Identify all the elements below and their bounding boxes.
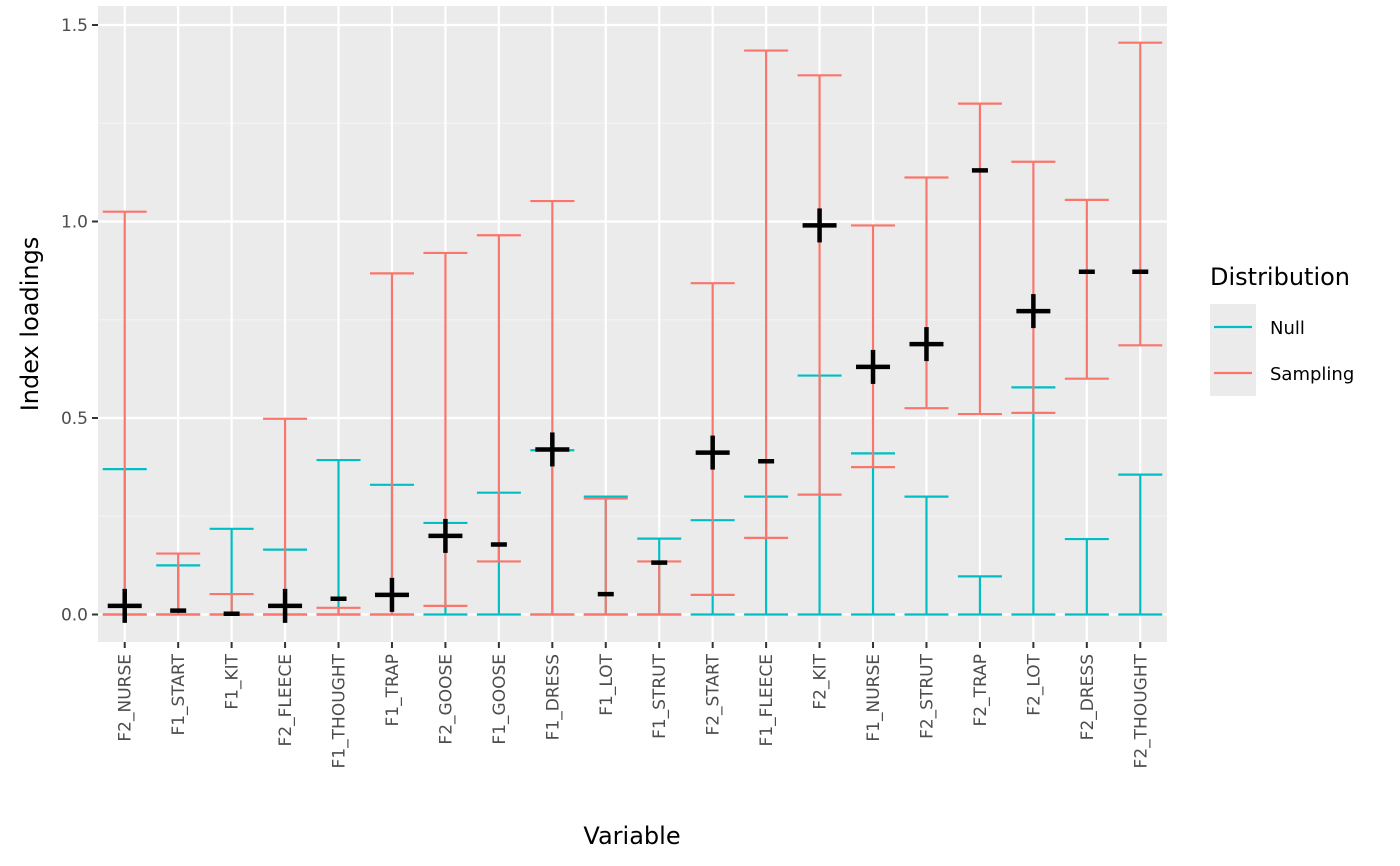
errorbar-sampling bbox=[797, 74, 842, 496]
x-tick-label: F2_FLEECE bbox=[276, 654, 296, 746]
errorbar-null bbox=[904, 495, 949, 616]
x-tick-label: F1_GOOSE bbox=[490, 654, 510, 745]
x-tick-label: F2_NURSE bbox=[116, 654, 136, 742]
errorbar-sampling bbox=[904, 176, 949, 410]
x-axis: F2_NURSE F1_START F1_KIT F2_FLEECE F1_THOUGH… bbox=[116, 642, 1151, 768]
point-plus bbox=[1016, 294, 1051, 329]
x-tick-label: F2_GOOSE bbox=[436, 654, 456, 745]
legend-label-sampling: Sampling bbox=[1270, 364, 1354, 385]
plot-panel bbox=[98, 6, 1167, 642]
errorbar-null bbox=[1064, 537, 1109, 616]
y-tick-label: 0.0 bbox=[61, 606, 88, 626]
x-tick-label: F2_LOT bbox=[1024, 653, 1044, 715]
point-plus bbox=[802, 208, 837, 243]
x-tick-label: F2_THOUGHT bbox=[1131, 653, 1151, 768]
x-tick-label: F1_DRESS bbox=[543, 654, 563, 740]
errorbar-sampling bbox=[476, 234, 521, 563]
errorbar-sampling bbox=[1118, 41, 1163, 347]
point-plus bbox=[856, 349, 891, 384]
y-axis: 0.0 0.5 1.0 1.5 bbox=[61, 16, 98, 626]
x-tick-label: F1_THOUGHT bbox=[330, 653, 350, 768]
point-plus bbox=[268, 588, 303, 623]
x-tick-label: F1_START bbox=[169, 653, 189, 735]
point-plus bbox=[107, 588, 142, 623]
errorbar-sampling bbox=[369, 272, 414, 616]
errorbar-null bbox=[957, 575, 1002, 616]
errorbar-sampling bbox=[316, 606, 361, 616]
x-tick-label: F1_FLEECE bbox=[757, 654, 777, 746]
x-tick-label: F1_KIT bbox=[223, 653, 243, 709]
x-tick-label: F1_LOT bbox=[597, 653, 617, 715]
x-tick-label: F1_TRAP bbox=[383, 654, 403, 726]
errorbar-sampling bbox=[1011, 160, 1056, 414]
x-tick-label: F2_DRESS bbox=[1078, 654, 1098, 740]
errorbar-sampling bbox=[957, 102, 1002, 416]
y-tick-label: 1.5 bbox=[61, 16, 88, 36]
point-plus bbox=[428, 518, 463, 553]
point-plus bbox=[695, 435, 730, 470]
point-plus bbox=[535, 432, 570, 467]
y-axis-title: Index loadings bbox=[16, 237, 44, 412]
y-tick-label: 0.5 bbox=[61, 409, 88, 429]
errorbar-sampling bbox=[530, 199, 575, 616]
point-plus bbox=[909, 327, 944, 362]
legend-title: Distribution bbox=[1210, 263, 1350, 291]
x-tick-label: F2_STRUT bbox=[917, 653, 937, 739]
errorbar-null bbox=[1118, 473, 1163, 616]
errorbar-sampling bbox=[156, 552, 201, 616]
x-axis-title: Variable bbox=[583, 822, 680, 850]
legend: Distribution Null Sampling bbox=[1210, 263, 1354, 396]
legend-label-null: Null bbox=[1270, 318, 1305, 339]
point-plus bbox=[374, 577, 409, 612]
minor-gridlines bbox=[98, 122, 1167, 517]
errorbar-sampling bbox=[851, 224, 896, 469]
point-markers bbox=[107, 168, 1149, 623]
errorbar-sampling bbox=[744, 49, 789, 539]
x-tick-label: F1_NURSE bbox=[864, 654, 884, 742]
errorbar-sampling bbox=[1064, 198, 1109, 380]
x-tick-label: F2_TRAP bbox=[971, 654, 991, 726]
x-tick-label: F1_STRUT bbox=[650, 653, 670, 739]
y-tick-label: 1.0 bbox=[61, 213, 88, 233]
x-tick-label: F2_START bbox=[704, 653, 724, 735]
x-tick-label: F2_KIT bbox=[811, 653, 831, 709]
